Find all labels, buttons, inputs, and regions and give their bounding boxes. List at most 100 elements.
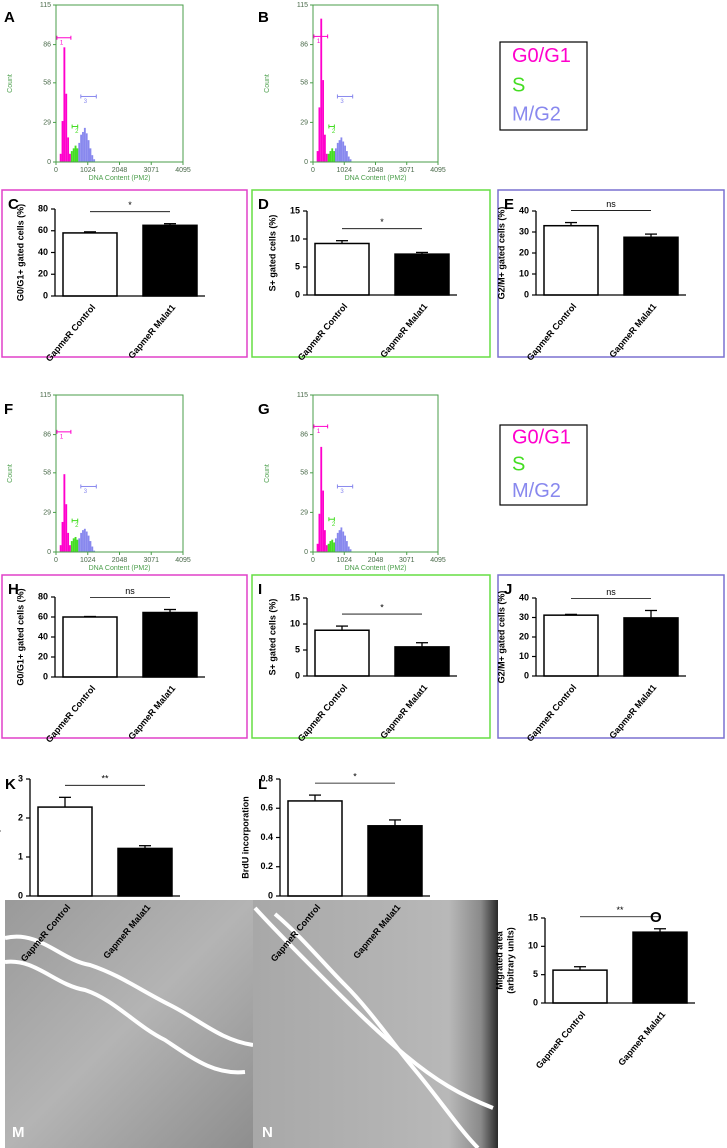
x-tick-label: 3071 [143, 557, 159, 564]
panel-letter: G [258, 401, 270, 418]
panel-frame [251, 574, 491, 739]
y-axis-label: BrdU incorporation [240, 796, 250, 879]
y-axis-label: Count [264, 74, 271, 93]
y-axis-label: Count [264, 464, 271, 483]
histogram-bar [329, 151, 332, 162]
histogram-bar [345, 151, 348, 162]
significance-label: * [128, 200, 132, 210]
x-tick-label: 4095 [430, 557, 446, 564]
histogram-bar [322, 490, 324, 552]
micrograph [253, 900, 498, 1148]
gate-label: 1 [60, 40, 64, 46]
x-tick-label: GapmeR Malat1 [607, 682, 658, 740]
x-tick-label: GapmeR Control [534, 1009, 588, 1070]
x-tick-label: 0 [311, 557, 315, 564]
histogram-bar [76, 539, 79, 552]
legend-entry: G0/G1 [512, 45, 571, 67]
y-tick-label: 20 [38, 269, 48, 279]
histogram-bar [72, 538, 75, 552]
significance-label: * [353, 771, 357, 781]
gate-label: 2 [75, 129, 79, 135]
y-tick-label: 0.8 [260, 773, 273, 783]
histogram-bar [74, 536, 77, 552]
legend-box [499, 41, 588, 131]
panel-letter: F [4, 401, 13, 418]
histogram-bar [72, 148, 75, 162]
y-tick-label: 86 [43, 431, 51, 438]
x-tick-label: GapmeR Malat1 [616, 1009, 667, 1067]
y-tick-label: 115 [40, 2, 51, 9]
y-tick-label: 60 [38, 611, 48, 621]
x-tick-label: 2048 [368, 557, 384, 564]
bar [37, 806, 93, 897]
histogram-bar [87, 535, 90, 552]
panel-frame [251, 189, 491, 358]
y-tick-label: 29 [300, 509, 308, 516]
bar [117, 847, 173, 897]
histogram-bar [344, 145, 346, 162]
y-tick-label: 80 [38, 203, 48, 213]
histogram-bar [323, 530, 326, 552]
panel-letter: C [8, 196, 19, 213]
panel-frame [1, 189, 248, 358]
y-axis-label: Count [7, 464, 14, 483]
histogram-bar [342, 531, 345, 552]
y-axis-label: S+ gated cells (%) [267, 215, 277, 292]
x-tick-label: GapmeR Malat1 [126, 302, 177, 360]
image-m: M [4, 900, 254, 1148]
histogram-bar [63, 47, 66, 162]
significance-label: * [380, 217, 384, 227]
histogram-bar [82, 131, 84, 162]
bar [394, 253, 450, 296]
x-tick-label: GapmeR Control [44, 683, 98, 744]
wound-edge [273, 912, 480, 1148]
x-axis-label: DNA Content (PM2) [89, 175, 151, 182]
y-tick-label: 3 [18, 773, 23, 783]
y-tick-label: 10 [290, 233, 300, 243]
histogram-bar [70, 151, 73, 162]
image-n: N [253, 900, 498, 1148]
histogram-bar [340, 527, 343, 552]
significance-label: ns [606, 199, 616, 209]
y-tick-label: 10 [519, 651, 529, 661]
x-tick-label: GapmeR Malat1 [126, 683, 177, 741]
gate-label: 3 [84, 99, 88, 105]
x-axis-label: DNA Content (PM2) [345, 565, 407, 572]
x-tick-label: 2048 [368, 167, 384, 174]
histogram-bar [316, 151, 319, 162]
histogram-bar [91, 155, 94, 162]
histogram-bar [316, 543, 319, 552]
y-tick-label: 10 [519, 268, 529, 278]
histogram-bar [320, 446, 323, 552]
histogram-bar [76, 148, 79, 162]
gate-label: 1 [60, 434, 64, 440]
significance-label: ** [101, 774, 109, 784]
histogram-bar [320, 18, 323, 162]
histogram-bar [318, 513, 321, 552]
gate-label: 2 [332, 129, 336, 135]
histogram-bar [93, 159, 96, 162]
y-tick-label: 0 [47, 159, 51, 166]
y-tick-label: 0 [533, 997, 538, 1007]
histogram-bar [69, 153, 71, 162]
y-tick-label: 80 [38, 591, 48, 601]
y-tick-label: 86 [43, 41, 51, 48]
bar [142, 611, 198, 678]
y-axis-label: Count [7, 74, 14, 93]
histogram-bar [333, 542, 335, 552]
histogram-bar [80, 532, 83, 552]
plot-frame [312, 394, 439, 553]
legend-entry: M/G2 [512, 104, 561, 126]
panel-letter: M [12, 1124, 25, 1141]
y-tick-label: 0.6 [260, 803, 273, 813]
y-tick-label: 0 [295, 670, 300, 680]
bar [142, 224, 198, 297]
gate-label: 1 [317, 429, 321, 435]
histogram-bar [59, 545, 62, 552]
y-tick-label: 0 [524, 670, 529, 680]
y-tick-label: 0 [47, 549, 51, 556]
histogram-bar [338, 140, 341, 162]
y-axis-label: S+ gated cells (%) [267, 599, 277, 676]
gate-label: 2 [332, 522, 336, 528]
y-tick-label: 29 [43, 509, 51, 516]
